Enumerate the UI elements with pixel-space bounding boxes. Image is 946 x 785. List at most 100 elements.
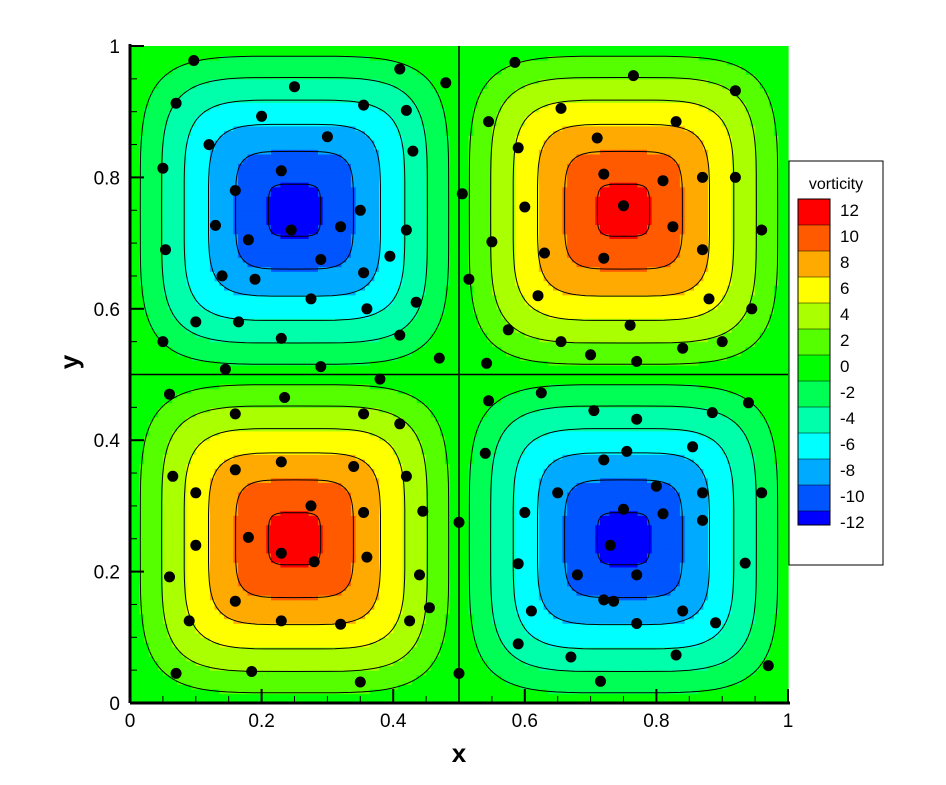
field-cell [139,323,144,328]
field-cell [276,313,281,318]
field-cell [238,79,243,84]
field-cell [135,130,140,135]
field-cell [224,581,229,586]
field-cell [248,356,253,361]
field-cell [280,515,285,520]
field-cell [186,154,191,159]
field-cell [144,572,149,577]
field-cell [191,267,196,272]
field-cell [262,74,267,79]
field-cell [196,337,201,342]
field-cell [182,285,187,290]
field-cell [186,581,191,586]
field-cell [224,201,229,206]
field-cell [154,252,159,257]
field-cell [172,135,177,140]
field-cell [186,426,191,431]
field-cell [135,332,140,337]
field-cell [172,220,177,225]
field-cell [168,135,173,140]
field-cell [215,243,220,248]
field-cell [191,567,196,572]
field-cell [201,290,206,295]
field-cell [210,304,215,309]
field-cell [172,309,177,314]
field-cell [276,229,281,234]
field-cell [266,468,271,473]
field-cell [196,65,201,70]
field-cell [276,604,281,609]
field-cell [172,328,177,333]
field-cell [215,628,220,633]
field-cell [233,431,238,436]
field-cell [154,464,159,469]
field-cell [285,351,290,356]
field-cell [177,285,182,290]
field-cell [205,318,210,323]
field-cell [144,177,149,182]
field-cell [271,398,276,403]
field-cell [135,576,140,581]
field-cell [135,647,140,652]
field-cell [219,69,224,74]
field-cell [224,492,229,497]
field-cell [257,46,262,51]
field-cell [252,464,257,469]
field-cell [248,196,253,201]
field-cell [201,478,206,483]
field-cell [290,398,295,403]
field-cell [154,684,159,689]
field-cell [177,182,182,187]
field-cell [257,206,262,211]
field-cell [144,661,149,666]
field-cell [191,154,196,159]
field-cell [257,567,262,572]
field-cell [252,581,257,586]
field-cell [257,412,262,417]
field-cell [271,600,276,605]
field-cell [191,633,196,638]
field-cell [149,309,154,314]
field-cell [154,262,159,267]
field-cell [224,501,229,506]
field-cell [168,201,173,206]
field-cell [191,177,196,182]
field-cell [280,365,285,370]
field-cell [163,511,168,516]
field-cell [285,445,290,450]
field-cell [257,220,262,225]
field-cell [210,206,215,211]
field-cell [276,680,281,685]
field-cell [154,581,159,586]
field-cell [295,501,300,506]
field-cell [196,436,201,441]
field-cell [266,431,271,436]
field-cell [266,379,271,384]
field-cell [266,665,271,670]
field-cell [172,257,177,262]
field-cell [266,417,271,422]
field-cell [295,473,300,478]
field-cell [154,487,159,492]
field-cell [163,215,168,220]
field-cell [280,351,285,356]
field-cell [168,694,173,699]
field-cell [154,647,159,652]
field-cell [168,65,173,70]
field-cell [182,135,187,140]
field-cell [285,215,290,220]
field-cell [139,450,144,455]
field-cell [252,604,257,609]
field-cell [248,558,253,563]
field-cell [168,689,173,694]
field-cell [149,126,154,131]
field-cell [191,285,196,290]
field-cell [238,661,243,666]
field-cell [177,116,182,121]
field-cell [191,252,196,257]
field-cell [280,271,285,276]
field-cell [295,656,300,661]
field-cell [191,525,196,530]
field-cell [154,389,159,394]
field-cell [144,84,149,89]
